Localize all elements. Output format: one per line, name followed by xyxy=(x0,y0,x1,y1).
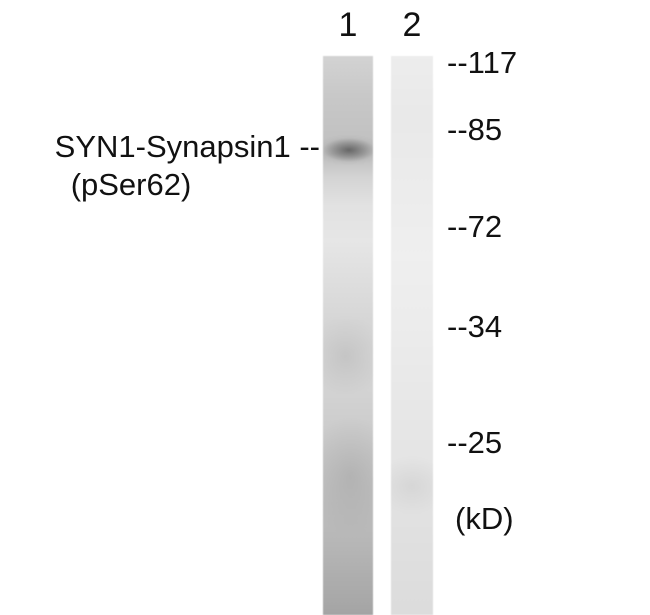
blot-lane-2 xyxy=(391,56,433,615)
mw-marker-117: --117 xyxy=(447,45,518,80)
mw-marker-85: --85 xyxy=(447,112,503,147)
mw-unit-label: (kD) xyxy=(455,501,514,536)
blot-lane-1 xyxy=(323,56,373,615)
mw-marker-72: --72 xyxy=(447,209,503,244)
protein-sublabel: (pSer62) xyxy=(70,167,192,202)
mw-marker-25: --25 xyxy=(447,425,503,460)
lane-number-1: 1 xyxy=(338,6,358,44)
lane-number-2: 2 xyxy=(402,6,422,44)
mw-marker-34: --34 xyxy=(447,309,503,344)
protein-label: SYN1-Synapsin1 -- xyxy=(54,129,320,164)
